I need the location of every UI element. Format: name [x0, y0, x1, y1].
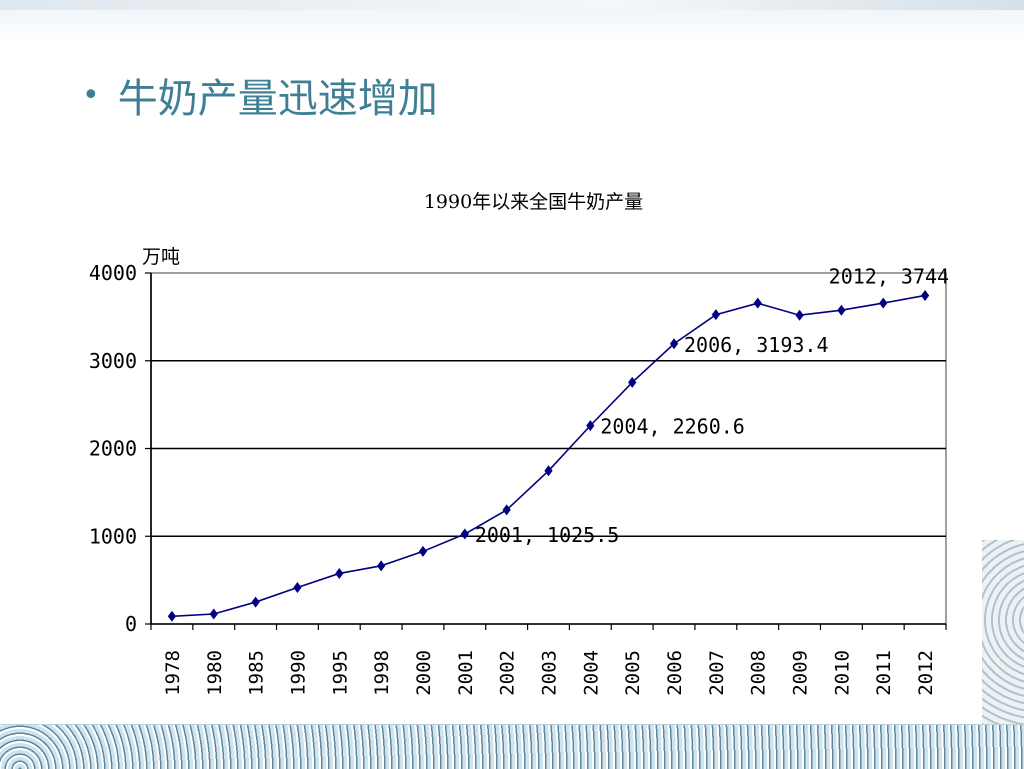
data-point-2011 — [879, 297, 888, 309]
data-point-2008 — [753, 297, 762, 309]
x-tick-label-2008: 2008 — [748, 650, 770, 696]
data-point-2010 — [837, 304, 846, 316]
data-point-1978 — [167, 610, 177, 622]
x-tick-label-2007: 2007 — [706, 650, 728, 696]
data-point-1990 — [293, 581, 302, 593]
data-point-2009 — [795, 309, 804, 321]
data-point-2002 — [502, 504, 511, 516]
y-tick-label-0: 0 — [125, 612, 137, 636]
x-tick-label-2002: 2002 — [497, 650, 519, 696]
y-axis-label: 万吨 — [142, 246, 180, 268]
wave-border-decoration — [0, 724, 1024, 769]
x-tick-label-1995: 1995 — [329, 650, 351, 696]
x-tick-label-2011: 2011 — [873, 650, 895, 696]
data-point-2005 — [628, 376, 637, 388]
x-tick-label-2003: 2003 — [539, 650, 561, 696]
chart-title: 1990年以来全国牛奶产量 — [424, 191, 643, 213]
y-tick-label-1000: 1000 — [89, 524, 137, 548]
x-tick-label-1985: 1985 — [246, 650, 268, 696]
x-tick-label-2009: 2009 — [790, 650, 812, 696]
x-tick-label-1998: 1998 — [371, 650, 393, 696]
data-point-2001 — [460, 528, 469, 540]
data-label-2001: 2001, 1025.5 — [475, 523, 620, 547]
x-tick-label-2001: 2001 — [455, 650, 477, 696]
data-point-2007 — [711, 309, 720, 321]
chart-panel: 1990年以来全国牛奶产量万吨 0 1000 2000 3000 4000 1978 1980… — [8, 164, 982, 726]
data-label-2004: 2004, 2260.6 — [600, 415, 745, 439]
slide-title: • 牛奶产量迅速增加 — [82, 66, 438, 124]
y-tick-label-3000: 3000 — [89, 349, 137, 373]
x-tick-label-2000: 2000 — [413, 650, 435, 696]
data-point-1998 — [377, 560, 386, 572]
data-label-2006: 2006, 3193.4 — [684, 333, 829, 357]
x-tick-label-2012: 2012 — [915, 650, 937, 696]
data-point-2004 — [586, 420, 595, 432]
x-tick-label-1990: 1990 — [287, 650, 309, 696]
dragon-decoration — [982, 540, 1024, 740]
bullet-marker: • — [82, 77, 100, 113]
y-tick-label-4000: 4000 — [89, 261, 137, 285]
x-tick-label-2005: 2005 — [622, 650, 644, 696]
slide-title-text: 牛奶产量迅速增加 — [117, 76, 438, 122]
x-tick-label-2006: 2006 — [664, 650, 686, 696]
y-tick-label-2000: 2000 — [89, 437, 137, 461]
x-tick-label-1978: 1978 — [162, 650, 184, 696]
x-tick-label-1980: 1980 — [204, 650, 226, 696]
top-decorative-band — [0, 0, 1024, 10]
data-point-2012 — [920, 289, 930, 301]
data-point-2003 — [544, 465, 553, 477]
data-label-2012: 2012, 3744 — [829, 264, 949, 288]
x-tick-label-2004: 2004 — [580, 650, 602, 696]
data-point-1985 — [251, 596, 260, 608]
x-tick-label-2010: 2010 — [831, 650, 853, 696]
data-point-1995 — [335, 567, 344, 579]
data-point-1980 — [209, 608, 218, 620]
data-point-2006 — [669, 338, 679, 350]
data-point-2000 — [418, 545, 428, 557]
